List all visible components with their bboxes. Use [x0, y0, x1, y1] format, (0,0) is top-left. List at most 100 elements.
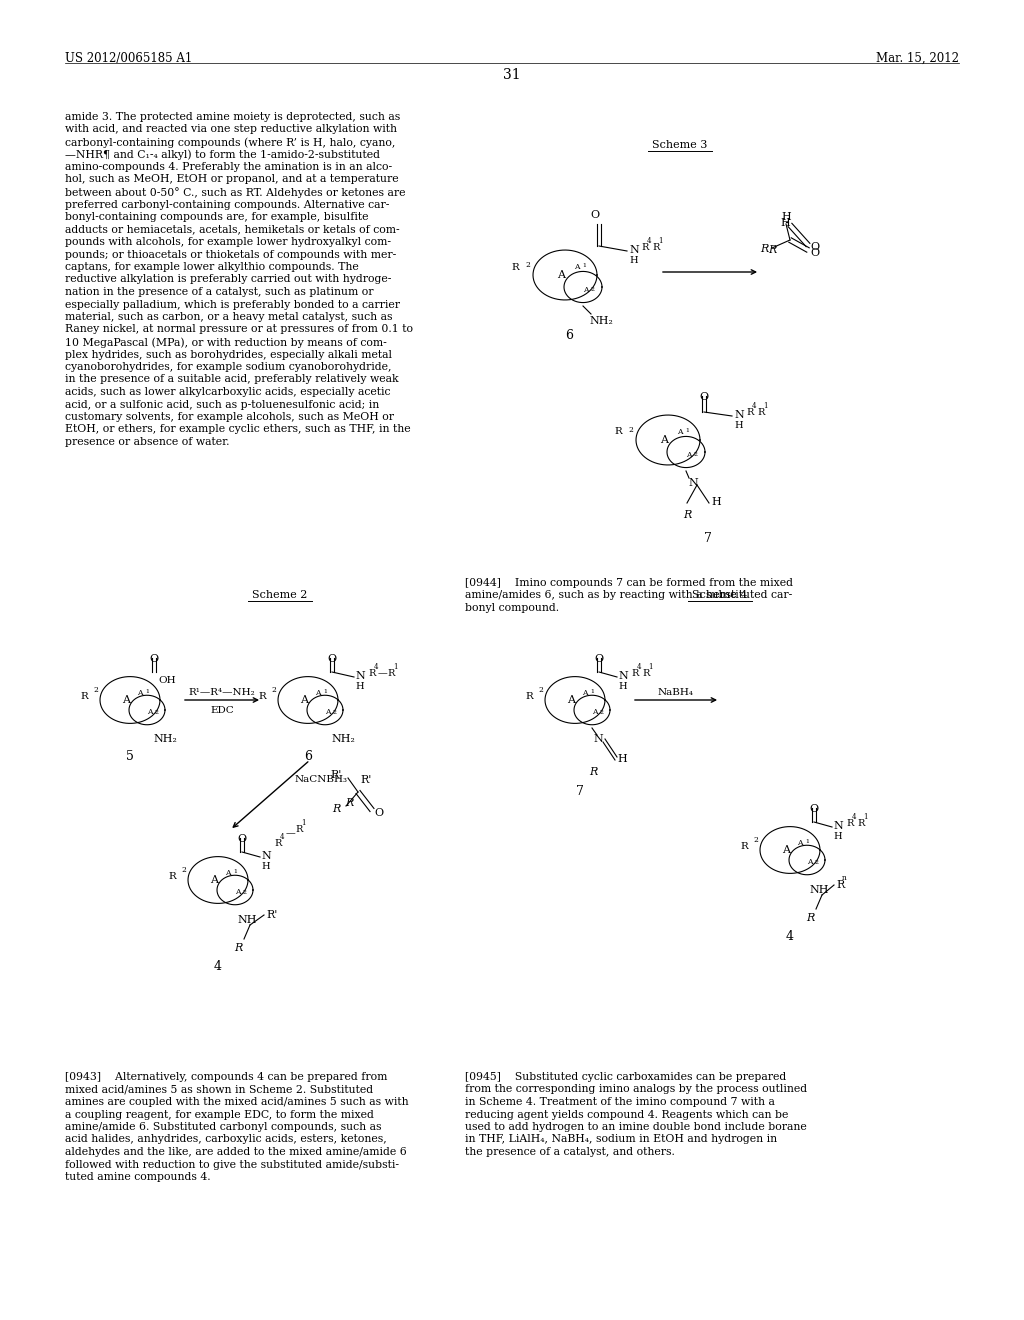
Text: O: O — [150, 653, 159, 664]
Text: between about 0-50° C., such as RT. Aldehydes or ketones are: between about 0-50° C., such as RT. Alde… — [65, 187, 406, 198]
Text: 2: 2 — [271, 686, 275, 694]
Text: acids, such as lower alkylcarboxylic acids, especially acetic: acids, such as lower alkylcarboxylic aci… — [65, 387, 390, 397]
Text: NH: NH — [237, 915, 256, 925]
Text: 2: 2 — [600, 710, 604, 715]
Text: bonyl compound.: bonyl compound. — [465, 603, 559, 612]
Text: 10 MegaPascal (MPa), or with reduction by means of com-: 10 MegaPascal (MPa), or with reduction b… — [65, 337, 387, 347]
Text: A: A — [236, 888, 241, 896]
Text: 1: 1 — [145, 689, 150, 694]
Text: Raney nickel, at normal pressure or at pressures of from 0.1 to: Raney nickel, at normal pressure or at p… — [65, 325, 413, 334]
Text: 4: 4 — [786, 931, 794, 942]
Text: R: R — [768, 246, 776, 255]
Text: amine/amide 6. Substituted carbonyl compounds, such as: amine/amide 6. Substituted carbonyl comp… — [65, 1122, 382, 1133]
Text: H: H — [617, 754, 627, 764]
Text: R': R' — [360, 775, 372, 785]
Text: nation in the presence of a catalyst, such as platinum or: nation in the presence of a catalyst, su… — [65, 286, 374, 297]
Text: adducts or hemiacetals, acetals, hemiketals or ketals of com-: adducts or hemiacetals, acetals, hemiket… — [65, 224, 399, 235]
Text: —: — — [286, 829, 296, 838]
Text: bonyl-containing compounds are, for example, bisulfite: bonyl-containing compounds are, for exam… — [65, 213, 369, 222]
Text: 1: 1 — [582, 263, 586, 268]
Text: R: R — [234, 942, 243, 953]
Text: customary solvents, for example alcohols, such as MeOH or: customary solvents, for example alcohols… — [65, 412, 394, 422]
Text: O: O — [591, 210, 600, 220]
Text: 2: 2 — [591, 286, 595, 292]
Text: plex hydrides, such as borohydrides, especially alkali metal: plex hydrides, such as borohydrides, esp… — [65, 350, 392, 359]
Text: R: R — [589, 767, 597, 777]
Text: H: H — [261, 862, 269, 871]
Text: R: R — [274, 840, 282, 847]
Text: A: A — [147, 708, 153, 715]
Text: especially palladium, which is preferably bonded to a carrier: especially palladium, which is preferabl… — [65, 300, 400, 309]
Text: 1: 1 — [658, 238, 663, 246]
Text: NH₂: NH₂ — [153, 734, 177, 744]
Text: A: A — [574, 263, 580, 271]
Text: O: O — [809, 804, 818, 814]
Text: N: N — [629, 246, 639, 255]
Text: mixed acid/amines 5 as shown in Scheme 2. Substituted: mixed acid/amines 5 as shown in Scheme 2… — [65, 1085, 373, 1094]
Text: 1: 1 — [393, 663, 397, 671]
Text: [0943]    Alternatively, compounds 4 can be prepared from: [0943] Alternatively, compounds 4 can be… — [65, 1072, 387, 1082]
Text: O: O — [595, 653, 603, 664]
Text: aldehydes and the like, are added to the mixed amine/amide 6: aldehydes and the like, are added to the… — [65, 1147, 407, 1158]
Text: R': R' — [266, 909, 278, 920]
Text: O: O — [238, 834, 247, 843]
Text: 2: 2 — [815, 861, 819, 865]
Text: 4: 4 — [374, 663, 379, 671]
Text: H: H — [734, 421, 742, 430]
Text: 7: 7 — [705, 532, 712, 545]
Text: followed with reduction to give the substituted amide/substi-: followed with reduction to give the subs… — [65, 1159, 399, 1170]
Text: Mar. 15, 2012: Mar. 15, 2012 — [876, 51, 959, 65]
Text: in the presence of a suitable acid, preferably relatively weak: in the presence of a suitable acid, pref… — [65, 375, 398, 384]
Text: R: R — [740, 842, 748, 851]
Text: 1: 1 — [805, 840, 809, 843]
Text: captans, for example lower alkylthio compounds. The: captans, for example lower alkylthio com… — [65, 261, 358, 272]
Text: 2: 2 — [243, 890, 247, 895]
Text: 2: 2 — [753, 836, 758, 843]
Text: a coupling reagent, for example EDC, to form the mixed: a coupling reagent, for example EDC, to … — [65, 1110, 374, 1119]
Text: A: A — [326, 708, 331, 715]
Text: 4: 4 — [852, 813, 856, 821]
Text: —NHR¶ and C₁-₄ alkyl) to form the 1-amido-2-substituted: —NHR¶ and C₁-₄ alkyl) to form the 1-amid… — [65, 149, 380, 160]
Text: 5: 5 — [126, 750, 134, 763]
Text: in THF, LiAlH₄, NaBH₄, sodium in EtOH and hydrogen in: in THF, LiAlH₄, NaBH₄, sodium in EtOH an… — [465, 1134, 777, 1144]
Text: R: R — [258, 692, 266, 701]
Text: 1: 1 — [763, 403, 768, 411]
Text: 1: 1 — [590, 689, 594, 694]
Text: Scheme 2: Scheme 2 — [252, 590, 307, 601]
Text: 2: 2 — [628, 426, 633, 434]
Text: R: R — [760, 244, 768, 253]
Text: NH₂: NH₂ — [589, 315, 613, 326]
Text: 2: 2 — [181, 866, 186, 874]
Text: A: A — [210, 875, 218, 884]
Text: N: N — [688, 478, 697, 488]
Text: A: A — [592, 708, 598, 715]
Text: 1: 1 — [301, 818, 305, 828]
Text: [0944]    Imino compounds 7 can be formed from the mixed: [0944] Imino compounds 7 can be formed f… — [465, 578, 793, 587]
Text: preferred carbonyl-containing compounds. Alternative car-: preferred carbonyl-containing compounds.… — [65, 199, 389, 210]
Text: pounds; or thioacetals or thioketals of compounds with mer-: pounds; or thioacetals or thioketals of … — [65, 249, 396, 260]
Text: from the corresponding imino analogs by the process outlined: from the corresponding imino analogs by … — [465, 1085, 807, 1094]
Text: 7: 7 — [577, 785, 584, 799]
Text: N: N — [355, 671, 365, 681]
Text: R: R — [652, 243, 659, 252]
Text: reducing agent yields compound 4. Reagents which can be: reducing agent yields compound 4. Reagen… — [465, 1110, 788, 1119]
Text: A: A — [583, 689, 588, 697]
Text: 2: 2 — [538, 686, 543, 694]
Text: H: H — [711, 498, 721, 507]
Text: EtOH, or ethers, for example cyclic ethers, such as THF, in the: EtOH, or ethers, for example cyclic ethe… — [65, 425, 411, 434]
Text: R: R — [525, 692, 534, 701]
Text: H: H — [780, 218, 790, 228]
Text: used to add hydrogen to an imine double bond include borane: used to add hydrogen to an imine double … — [465, 1122, 807, 1133]
Text: A: A — [584, 286, 589, 294]
Text: N: N — [261, 851, 270, 861]
Text: 2: 2 — [333, 710, 337, 715]
Text: A: A — [686, 451, 692, 459]
Text: NaCNBH₃: NaCNBH₃ — [295, 775, 348, 784]
Text: R: R — [168, 873, 176, 880]
Text: 1: 1 — [323, 689, 327, 694]
Text: O: O — [374, 808, 383, 818]
Text: R: R — [614, 428, 622, 437]
Text: 1: 1 — [685, 428, 689, 433]
Text: 1: 1 — [863, 813, 867, 821]
Text: 2: 2 — [694, 451, 698, 457]
